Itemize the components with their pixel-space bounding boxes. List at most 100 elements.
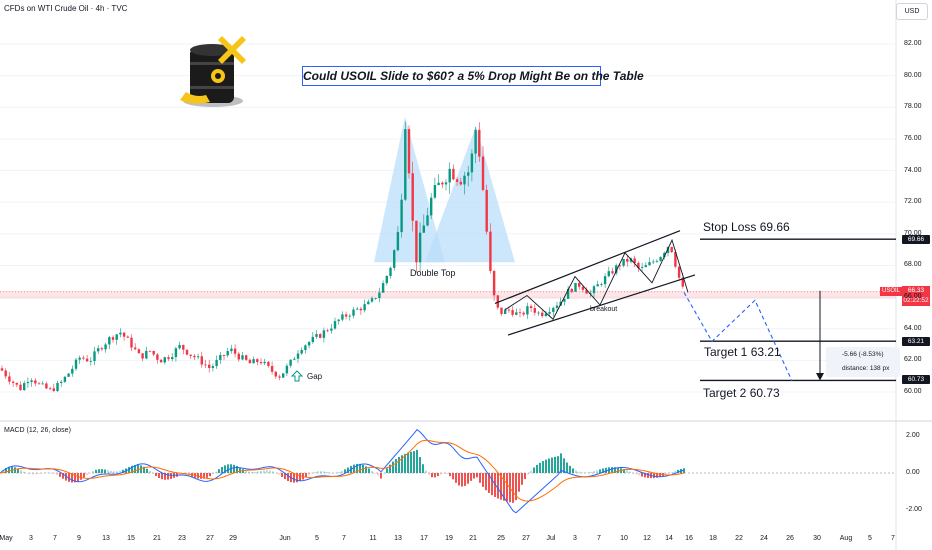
candle-body — [30, 380, 33, 383]
candle-body — [574, 283, 577, 292]
candle-body — [319, 334, 322, 338]
candle-body — [485, 189, 488, 232]
macd-histogram-bar — [575, 470, 577, 473]
time-tick-label: 5 — [868, 535, 872, 542]
time-tick-label: 12 — [643, 535, 651, 542]
candle-body — [326, 330, 329, 332]
candle-body — [481, 156, 485, 190]
candle-body — [104, 344, 107, 350]
macd-pane — [0, 428, 896, 514]
macd-histogram-bar — [344, 469, 346, 473]
time-tick-label: 27 — [522, 535, 530, 542]
macd-histogram-bar — [431, 473, 433, 478]
macd-histogram-bar — [341, 470, 343, 473]
macd-histogram-bar — [155, 473, 157, 477]
candle-body — [248, 359, 252, 364]
candle-body — [296, 353, 300, 359]
macd-histogram-bar — [596, 470, 598, 473]
macd-histogram-bar — [233, 464, 235, 473]
macd-histogram-bar — [581, 472, 583, 473]
macd-histogram-bar — [266, 470, 268, 473]
candle-body — [178, 344, 181, 349]
candle-body — [467, 172, 470, 176]
macd-histogram-bar — [236, 466, 238, 473]
macd-histogram-bar — [200, 473, 202, 479]
candle-body — [626, 258, 629, 262]
candle-body — [459, 181, 462, 185]
macd-histogram-bar — [212, 473, 214, 475]
candle-body — [666, 246, 670, 253]
macd-histogram-bar — [527, 473, 529, 475]
measure-arrowhead — [816, 373, 824, 381]
macd-histogram-bar — [551, 457, 553, 473]
candle-body — [122, 332, 126, 337]
candle-body — [189, 354, 192, 356]
candle-body — [455, 179, 459, 182]
macd-histogram-bar — [293, 473, 295, 483]
macd-histogram-bar — [209, 473, 211, 477]
macd-histogram-bar — [638, 473, 640, 476]
gap-label: Gap — [307, 372, 323, 381]
macd-histogram-bar — [515, 473, 517, 501]
macd-histogram-bar — [86, 473, 88, 476]
candle-body — [526, 306, 529, 315]
macd-histogram-bar — [446, 473, 448, 475]
candle-body — [592, 286, 596, 294]
candle-body — [341, 314, 344, 320]
macd-histogram-bar — [272, 471, 274, 473]
macd-histogram-bar — [353, 464, 355, 473]
time-tick-label: 23 — [178, 535, 186, 542]
price-tick-label: 64.00 — [904, 324, 922, 332]
candle-body — [415, 220, 418, 263]
breakout-label: breakout — [590, 306, 618, 313]
candle-body — [322, 330, 326, 338]
candle-body — [637, 262, 640, 268]
macd-histogram-bar — [470, 473, 472, 481]
macd-histogram-bar — [665, 473, 667, 475]
symbol-tag: USOIL — [880, 287, 902, 296]
macd-histogram-bar — [299, 473, 301, 482]
time-tick-label: 18 — [709, 535, 717, 542]
time-tick-label: 30 — [813, 535, 821, 542]
candle-body — [363, 304, 366, 311]
candle-body — [385, 275, 388, 284]
candle-body — [474, 129, 477, 154]
target2-price-tag: 60.73 — [902, 375, 930, 384]
macd-histogram-bar — [356, 463, 358, 473]
candle-body — [259, 362, 263, 364]
macd-histogram-bar — [677, 469, 679, 473]
candle-body — [507, 309, 511, 311]
candle-body — [448, 168, 451, 183]
macd-histogram-bar — [377, 473, 379, 476]
time-tick-label: 21 — [153, 535, 161, 542]
candle-body — [78, 357, 81, 360]
candle-body — [293, 358, 296, 360]
candle-body — [441, 182, 444, 185]
time-tick-label: 13 — [394, 535, 402, 542]
candle-body — [437, 182, 440, 186]
candle-body — [515, 312, 518, 315]
candle-body — [607, 271, 610, 277]
stop-loss-label: Stop Loss 69.66 — [703, 220, 790, 234]
candle-body — [640, 267, 644, 268]
macd-histogram-bar — [458, 473, 460, 486]
time-tick-label: 3 — [573, 535, 577, 542]
macd-histogram-bar — [38, 473, 40, 474]
candle-body — [400, 199, 403, 233]
macd-histogram-bar — [113, 471, 115, 473]
candle-body — [56, 382, 59, 392]
candle-body — [452, 168, 455, 180]
bar-countdown: 02:22:52 — [903, 297, 929, 304]
macd-histogram-bar — [434, 473, 436, 478]
macd-histogram-bar — [251, 472, 253, 473]
macd-histogram-bar — [8, 466, 10, 473]
price-tick-label: 68.00 — [904, 261, 922, 269]
price-tick-label: 66.00 — [904, 293, 922, 301]
currency-button[interactable]: USD — [896, 3, 928, 20]
zigzag-waves — [504, 238, 689, 320]
macd-histogram-bar — [359, 463, 361, 473]
candle-body — [171, 357, 174, 360]
candle-body — [270, 365, 274, 372]
macd-histogram-bar — [317, 471, 319, 473]
